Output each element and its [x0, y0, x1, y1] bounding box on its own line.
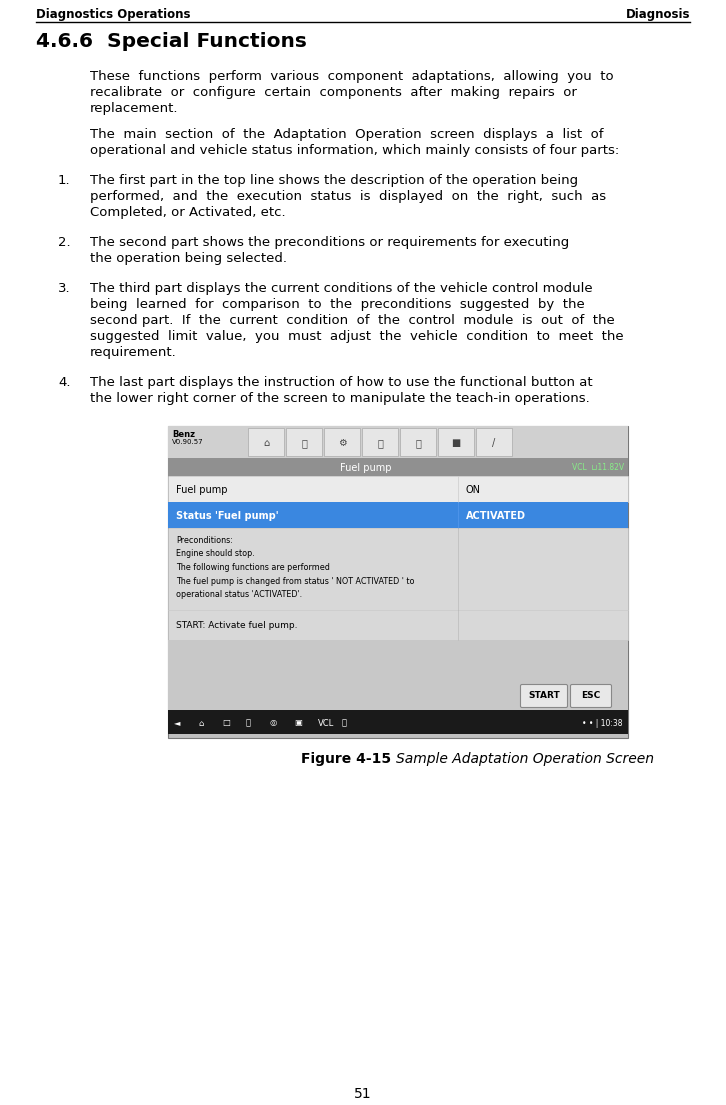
Text: Fuel pump: Fuel pump — [340, 463, 391, 473]
Text: Sample Adaptation Operation Screen: Sample Adaptation Operation Screen — [396, 753, 654, 766]
Text: 4.6.6  Special Functions: 4.6.6 Special Functions — [36, 32, 307, 51]
Text: Status 'Fuel pump': Status 'Fuel pump' — [176, 511, 279, 520]
Text: The third part displays the current conditions of the vehicle control module: The third part displays the current cond… — [90, 282, 592, 295]
Text: The second part shows the preconditions or requirements for executing: The second part shows the preconditions … — [90, 236, 569, 249]
Text: VCL: VCL — [318, 718, 334, 727]
Text: 2.: 2. — [58, 236, 70, 249]
Text: Figure 4-15: Figure 4-15 — [301, 753, 396, 766]
Text: 3.: 3. — [58, 282, 70, 295]
Bar — [168, 640, 628, 682]
Text: being  learned  for  comparison  to  the  preconditions  suggested  by  the: being learned for comparison to the prec… — [90, 298, 584, 311]
Text: the operation being selected.: the operation being selected. — [90, 252, 287, 265]
Bar — [476, 428, 512, 456]
Text: ◎: ◎ — [270, 718, 277, 727]
Bar — [286, 428, 322, 456]
Text: Preconditions:: Preconditions: — [176, 536, 233, 545]
Text: Engine should stop.: Engine should stop. — [176, 549, 255, 558]
Text: • • | 10:38: • • | 10:38 — [582, 718, 623, 727]
Text: Diagnosis: Diagnosis — [626, 8, 690, 21]
Text: ⚙: ⚙ — [338, 438, 346, 448]
Bar — [248, 428, 284, 456]
Text: ACTIVATED: ACTIVATED — [466, 511, 526, 520]
Text: Diagnostics Operations: Diagnostics Operations — [36, 8, 190, 21]
Text: START: START — [528, 692, 560, 701]
Text: 1.: 1. — [58, 173, 70, 187]
Bar — [400, 428, 436, 456]
Bar — [168, 457, 628, 476]
Text: ■: ■ — [452, 438, 460, 448]
Bar — [168, 610, 628, 640]
Text: V0.90.57: V0.90.57 — [172, 439, 203, 445]
Text: The fuel pump is changed from status ' NOT ACTIVATED ' to: The fuel pump is changed from status ' N… — [176, 577, 415, 586]
Text: ◄: ◄ — [174, 718, 181, 727]
Text: ESC: ESC — [582, 692, 600, 701]
Bar — [168, 682, 628, 711]
Text: operational and vehicle status information, which mainly consists of four parts:: operational and vehicle status informati… — [90, 144, 619, 157]
Bar — [168, 476, 628, 502]
Text: The last part displays the instruction of how to use the functional button at: The last part displays the instruction o… — [90, 376, 592, 389]
Text: /: / — [492, 438, 496, 448]
Text: recalibrate  or  configure  certain  components  after  making  repairs  or: recalibrate or configure certain compone… — [90, 86, 577, 99]
Text: ⎙: ⎙ — [377, 438, 383, 448]
Text: Ⓟ: Ⓟ — [415, 438, 421, 448]
Bar — [168, 427, 628, 738]
Text: second part.  If  the  current  condition  of  the  control  module  is  out  of: second part. If the current condition of… — [90, 314, 615, 327]
Bar — [168, 711, 628, 734]
Text: ▣: ▣ — [294, 718, 302, 727]
Text: replacement.: replacement. — [90, 102, 179, 115]
Text: operational status 'ACTIVATED'.: operational status 'ACTIVATED'. — [176, 590, 302, 599]
Text: performed,  and  the  execution  status  is  displayed  on  the  right,  such  a: performed, and the execution status is d… — [90, 190, 606, 203]
Text: Fuel pump: Fuel pump — [176, 485, 227, 495]
Text: Completed, or Activated, etc.: Completed, or Activated, etc. — [90, 206, 285, 219]
Bar — [362, 428, 398, 456]
Text: ⚾: ⚾ — [301, 438, 307, 448]
Text: suggested  limit  value,  you  must  adjust  the  vehicle  condition  to  meet  : suggested limit value, you must adjust t… — [90, 330, 624, 343]
Text: ON: ON — [466, 485, 481, 495]
Text: ⌂: ⌂ — [198, 718, 203, 727]
Text: □: □ — [222, 718, 230, 727]
Text: These  functions  perform  various  component  adaptations,  allowing  you  to: These functions perform various componen… — [90, 70, 613, 83]
Text: ⌚: ⌚ — [246, 718, 251, 727]
Bar — [438, 428, 474, 456]
Text: The  main  section  of  the  Adaptation  Operation  screen  displays  a  list  o: The main section of the Adaptation Opera… — [90, 128, 603, 141]
Text: the lower right corner of the screen to manipulate the teach-in operations.: the lower right corner of the screen to … — [90, 392, 590, 406]
Text: 51: 51 — [354, 1087, 372, 1101]
Text: START: Activate fuel pump.: START: Activate fuel pump. — [176, 621, 298, 631]
Text: requirement.: requirement. — [90, 346, 176, 359]
FancyBboxPatch shape — [521, 684, 568, 707]
FancyBboxPatch shape — [571, 684, 611, 707]
Bar — [168, 427, 628, 457]
Text: ⌂: ⌂ — [263, 438, 269, 448]
Text: The following functions are performed: The following functions are performed — [176, 564, 330, 572]
Bar — [168, 528, 628, 610]
Text: VCL  ⊔11.82V: VCL ⊔11.82V — [572, 463, 624, 473]
Text: Benz: Benz — [172, 430, 195, 439]
Text: The first part in the top line shows the description of the operation being: The first part in the top line shows the… — [90, 173, 578, 187]
Bar — [168, 502, 628, 528]
Text: 4.: 4. — [58, 376, 70, 389]
Bar — [324, 428, 360, 456]
Text: ⚿: ⚿ — [342, 718, 347, 727]
